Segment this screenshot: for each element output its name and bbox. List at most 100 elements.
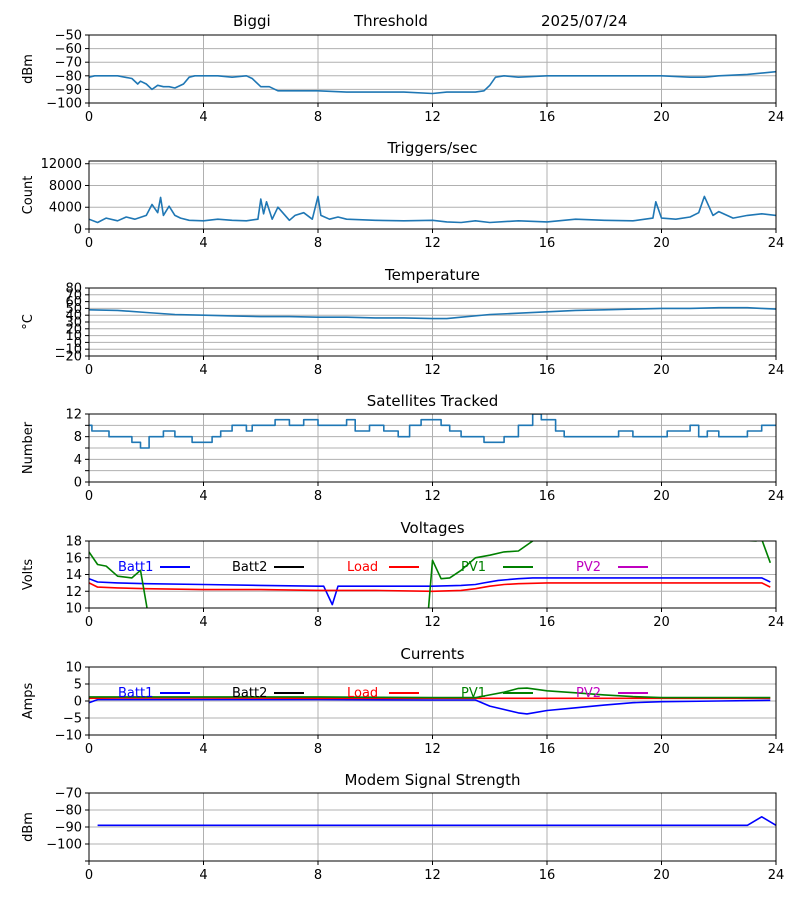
y-tick-label: 0 [74, 476, 82, 491]
x-tick-label: 12 [424, 363, 441, 378]
x-tick-label: 20 [653, 489, 670, 504]
x-tick-label: 24 [768, 363, 785, 378]
y-tick-label: −70 [55, 56, 82, 71]
x-tick-label: 4 [199, 363, 207, 378]
x-tick-label: 0 [85, 868, 93, 883]
chart-title: Triggers/sec [387, 139, 478, 157]
y-tick-label: 18 [65, 535, 82, 550]
x-tick-label: 0 [85, 742, 93, 757]
series-line-pv1 [89, 541, 772, 608]
x-tick-label: 16 [539, 615, 556, 630]
y-tick-label: 30 [65, 316, 82, 331]
y-tick-label: −80 [55, 69, 82, 84]
x-tick-label: 0 [85, 236, 93, 251]
x-tick-label: 8 [314, 868, 322, 883]
x-tick-label: 0 [85, 489, 93, 504]
x-tick-label: 8 [314, 742, 322, 757]
series-line [89, 306, 776, 320]
y-tick-label: 12 [65, 408, 82, 423]
station-name: Biggi [233, 12, 271, 30]
x-tick-label: 8 [314, 489, 322, 504]
y-tick-label: −10 [55, 343, 82, 358]
axes-frame [88, 160, 777, 230]
x-tick-label: 20 [653, 868, 670, 883]
y-tick-label: 5 [74, 678, 82, 693]
x-tick-label: 12 [424, 236, 441, 251]
y-tick-label: 0 [74, 223, 82, 238]
series-line [89, 414, 776, 449]
x-tick-label: 24 [768, 489, 785, 504]
x-tick-label: 24 [768, 868, 785, 883]
y-axis-label: dBm [21, 812, 36, 842]
x-tick-label: 16 [539, 110, 556, 125]
y-tick-label: 10 [65, 329, 82, 344]
y-tick-label: 40 [65, 309, 82, 324]
x-tick-label: 8 [314, 615, 322, 630]
chart-title: Currents [400, 645, 464, 663]
chart-panel-4: Satellites Tracked 0 4 8 12 16 20 24 0 4 8 12 Number [21, 392, 784, 504]
y-tick-label: 20 [65, 322, 82, 337]
x-tick-label: 12 [424, 868, 441, 883]
y-axis-label: Number [21, 421, 36, 474]
series-line-pv1 [89, 687, 771, 699]
y-tick-label: −100 [46, 97, 82, 112]
y-axis-label: Volts [21, 559, 36, 591]
y-axis-label: Count [21, 176, 36, 215]
axes-frame [88, 413, 777, 483]
y-tick-label: −10 [55, 729, 82, 744]
x-tick-label: 12 [424, 742, 441, 757]
y-tick-label: −90 [55, 83, 82, 98]
chart-panel-2: Triggers/sec 0 4 8 12 16 20 24 0 4000 8000 12000 Cou… [21, 139, 784, 251]
y-tick-label: −50 [55, 29, 82, 44]
x-tick-label: 16 [539, 868, 556, 883]
y-tick-label: −70 [55, 787, 82, 802]
legend-label-batt2: Batt2 [232, 560, 267, 575]
y-tick-label: 14 [65, 568, 82, 583]
y-tick-label: 0 [74, 336, 82, 351]
y-tick-label: 4 [74, 453, 82, 468]
series-line-batt1 [89, 577, 771, 606]
y-tick-label: −60 [55, 42, 82, 57]
x-tick-label: 20 [653, 236, 670, 251]
y-tick-label: 8000 [49, 179, 82, 194]
y-tick-label: 8 [74, 430, 82, 445]
x-tick-label: 8 [314, 110, 322, 125]
axes-frame [88, 792, 777, 862]
x-tick-label: 4 [199, 236, 207, 251]
x-tick-label: 24 [768, 615, 785, 630]
y-axis-label: dBm [21, 54, 36, 84]
y-tick-label: −80 [55, 804, 82, 819]
legend-label-pv2: PV2 [576, 686, 601, 701]
axes-frame [88, 34, 777, 104]
x-tick-label: 12 [424, 110, 441, 125]
legend-label-batt1: Batt1 [118, 560, 153, 575]
y-tick-label: 80 [65, 282, 82, 297]
y-tick-label: 60 [65, 295, 82, 310]
legend-label-batt2: Batt2 [232, 686, 267, 701]
axes-frame [88, 287, 777, 357]
y-tick-label: 4000 [49, 201, 82, 216]
series-line [89, 70, 776, 95]
x-tick-label: 20 [653, 363, 670, 378]
y-tick-label: 12000 [41, 157, 82, 172]
x-tick-label: 24 [768, 742, 785, 757]
y-tick-label: 0 [74, 695, 82, 710]
x-tick-label: 0 [85, 110, 93, 125]
series-line-load [89, 582, 771, 593]
y-axis-label: °C [21, 314, 36, 330]
x-tick-label: 4 [199, 742, 207, 757]
chart-title: Modem Signal Strength [345, 771, 521, 789]
legend-label-load: Load [347, 686, 378, 701]
series-line [89, 195, 776, 224]
x-tick-label: 24 [768, 236, 785, 251]
x-tick-label: 24 [768, 110, 785, 125]
x-tick-label: 20 [653, 742, 670, 757]
y-tick-label: 12 [65, 585, 82, 600]
x-tick-label: 8 [314, 363, 322, 378]
legend-label-load: Load [347, 560, 378, 575]
x-tick-label: 4 [199, 489, 207, 504]
